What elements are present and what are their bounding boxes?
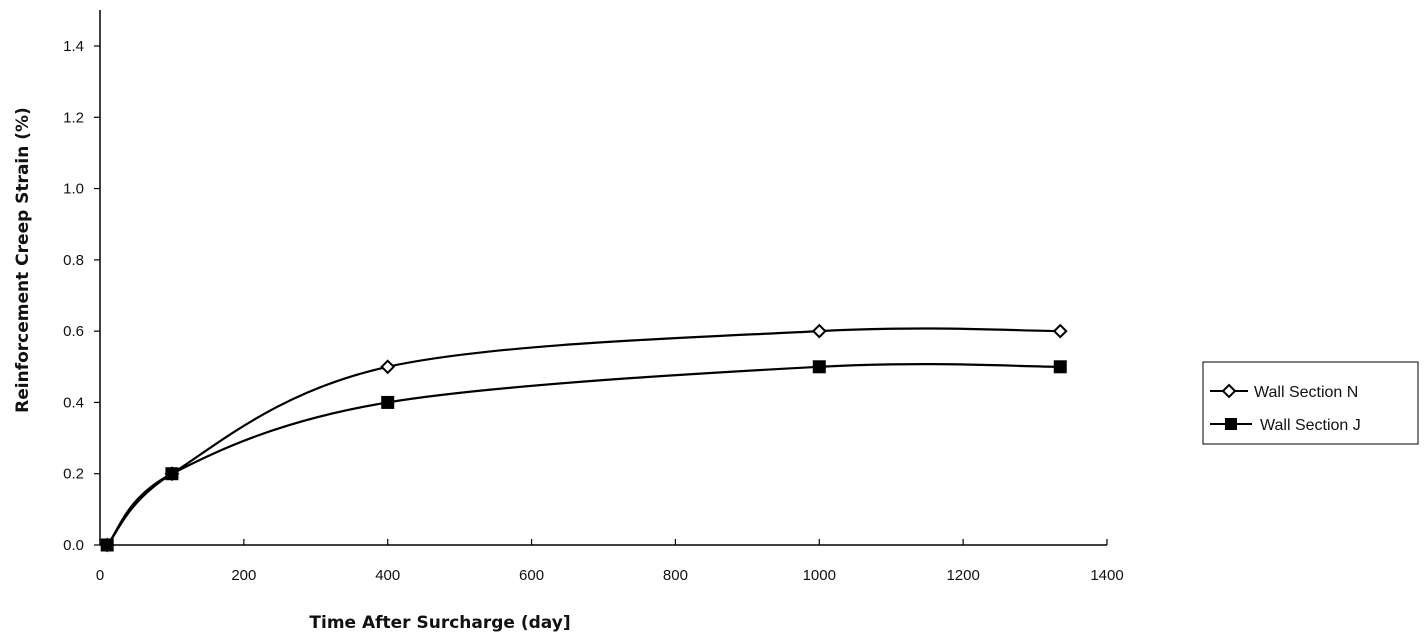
- x-tick-label: 800: [663, 567, 688, 584]
- data-point-square: [812, 360, 826, 374]
- data-point-diamond: [1052, 323, 1068, 339]
- series-line: [106, 327, 1061, 546]
- data-point-square: [165, 467, 179, 481]
- y-tick-label: 0.0: [63, 537, 84, 554]
- x-tick-label: 1000: [803, 567, 836, 584]
- data-point-square: [100, 538, 114, 552]
- series-wall-section-n: [99, 323, 1068, 553]
- x-axis-ticks: 0 200 400 600 800 1000 1200 1400: [96, 539, 1124, 584]
- y-tick-label: 1.2: [63, 109, 84, 126]
- data-point-square: [381, 395, 395, 409]
- legend-item-wall-section-n: Wall Section N: [1210, 383, 1358, 401]
- diamond-marker-icon: [1221, 383, 1237, 399]
- y-tick-label: 1.0: [63, 181, 84, 198]
- data-point-square: [1053, 360, 1067, 374]
- series-layer: [99, 323, 1068, 553]
- legend-label-j: Wall Section J: [1260, 417, 1361, 434]
- y-axis-ticks: 0.0 0.2 0.4 0.6 0.8 1.0 1.2 1.4: [63, 38, 100, 554]
- data-point-diamond: [380, 359, 396, 375]
- legend-item-wall-section-j: Wall Section J: [1210, 417, 1361, 434]
- series-wall-section-j: [100, 360, 1067, 552]
- x-tick-label: 1400: [1090, 567, 1123, 584]
- x-tick-label: 0: [96, 567, 104, 584]
- legend-box: [1202, 361, 1419, 445]
- y-tick-label: 0.6: [63, 323, 84, 340]
- x-tick-label: 200: [231, 567, 256, 584]
- x-tick-label: 600: [519, 567, 544, 584]
- data-point-diamond: [811, 323, 827, 339]
- y-tick-label: 1.4: [63, 38, 84, 55]
- x-tick-label: 400: [375, 567, 400, 584]
- y-tick-label: 0.2: [63, 466, 84, 483]
- series-line: [106, 363, 1061, 546]
- legend: Wall Section N Wall Section J: [1202, 361, 1419, 445]
- x-axis-title: Time After Surcharge (day]: [309, 613, 570, 633]
- axes: [99, 10, 1107, 546]
- y-tick-label: 0.4: [63, 394, 84, 411]
- legend-label-n: Wall Section N: [1254, 384, 1358, 401]
- y-tick-label: 0.8: [63, 252, 84, 269]
- square-marker-icon: [1225, 418, 1237, 430]
- y-axis-title: Reinforcement Creep Strain (%): [13, 107, 33, 413]
- x-tick-label: 1200: [946, 567, 979, 584]
